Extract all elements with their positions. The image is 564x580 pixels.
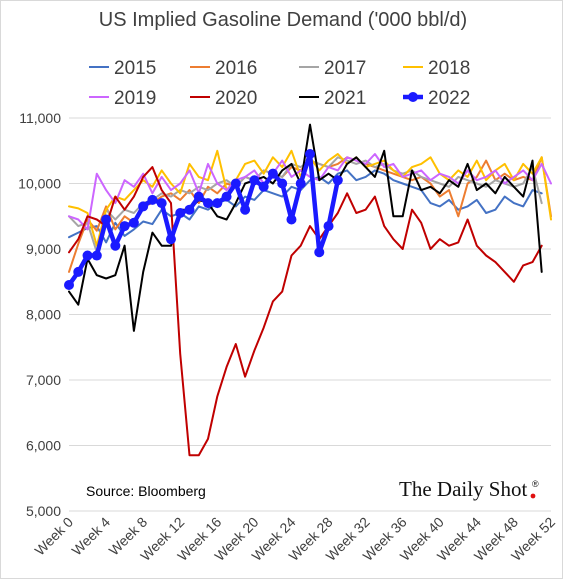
legend-item-2020: 2020 [190, 88, 257, 109]
brand-registered-mark: ® [532, 479, 539, 489]
y-tick-label-7000: 7,000 [26, 372, 61, 388]
brand-logo: The Daily Shot [399, 477, 527, 501]
y-axis: 5,000 6,000 7,000 8,000 9,000 10,000 11,000 [18, 110, 61, 519]
point-2022-25 [295, 178, 306, 189]
point-2022-15 [203, 198, 214, 209]
legend-item-2018: 2018 [403, 58, 470, 79]
point-2022-4 [101, 214, 112, 225]
legend-item-2019: 2019 [89, 88, 156, 109]
point-2022-18 [230, 178, 241, 189]
point-2022-23 [277, 178, 288, 189]
point-2022-27 [314, 247, 325, 258]
source-label: Source: Bloomberg [86, 483, 206, 499]
point-2022-9 [147, 194, 158, 205]
point-2022-12 [175, 207, 186, 218]
point-2022-13 [184, 204, 195, 215]
chart-title: US Implied Gasoline Demand ('000 bbl/d) [99, 9, 467, 31]
legend-item-2016: 2016 [190, 58, 257, 79]
point-2022-24 [286, 214, 297, 225]
point-2022-11 [165, 234, 176, 245]
point-2022-26 [305, 149, 315, 160]
x-tick-label-0: Week 0 [31, 514, 76, 559]
y-tick-label-9000: 9,000 [26, 241, 61, 257]
legend-item-2021: 2021 [299, 88, 366, 109]
point-2022-19 [240, 204, 251, 215]
point-2022-14 [193, 191, 204, 202]
point-2022-10 [156, 198, 167, 209]
point-2022-3 [91, 250, 102, 261]
y-tick-label-10000: 10,000 [18, 176, 61, 192]
y-tick-label-8000: 8,000 [26, 307, 61, 323]
legend-label-2022: 2022 [428, 88, 470, 109]
series-2020 [68, 166, 543, 457]
legend-label-2018: 2018 [428, 58, 470, 79]
x-tick-label-4: Week 4 [68, 514, 113, 559]
legend-marker-2022 [408, 92, 418, 102]
legend-label-2020: 2020 [215, 88, 257, 109]
legend-item-2022: 2022 [403, 88, 470, 109]
point-2022-28 [323, 221, 334, 232]
legend-label-2016: 2016 [215, 58, 257, 79]
legend-item-2015: 2015 [89, 58, 156, 79]
legend-label-2021: 2021 [324, 88, 366, 109]
y-tick-label-11000: 11,000 [19, 110, 61, 126]
chart-legend: 2015 2016 2017 2018 2019 2020 2021 2022 [89, 58, 470, 109]
point-2022-16 [212, 198, 223, 209]
point-2022-21 [258, 181, 269, 192]
point-2022-29 [332, 175, 343, 186]
point-2022-5 [110, 240, 121, 251]
legend-label-2017: 2017 [324, 58, 366, 79]
point-2022-22 [267, 168, 278, 179]
y-tick-label-5000: 5,000 [26, 503, 61, 519]
point-2022-17 [221, 191, 232, 202]
series-2022 [64, 149, 343, 291]
point-2022-2 [82, 250, 93, 261]
point-2022-7 [128, 217, 139, 228]
legend-item-2017: 2017 [299, 58, 366, 79]
y-tick-label-6000: 6,000 [26, 438, 61, 454]
legend-label-2015: 2015 [114, 58, 156, 79]
point-2022-8 [138, 201, 149, 212]
point-2022-6 [119, 221, 130, 232]
line-2020 [68, 166, 543, 457]
legend-label-2019: 2019 [114, 88, 156, 109]
brand-dot [530, 493, 536, 499]
series-lines [64, 123, 552, 457]
point-2022-1 [73, 266, 84, 277]
point-2022-20 [249, 175, 260, 186]
point-2022-0 [64, 280, 74, 291]
